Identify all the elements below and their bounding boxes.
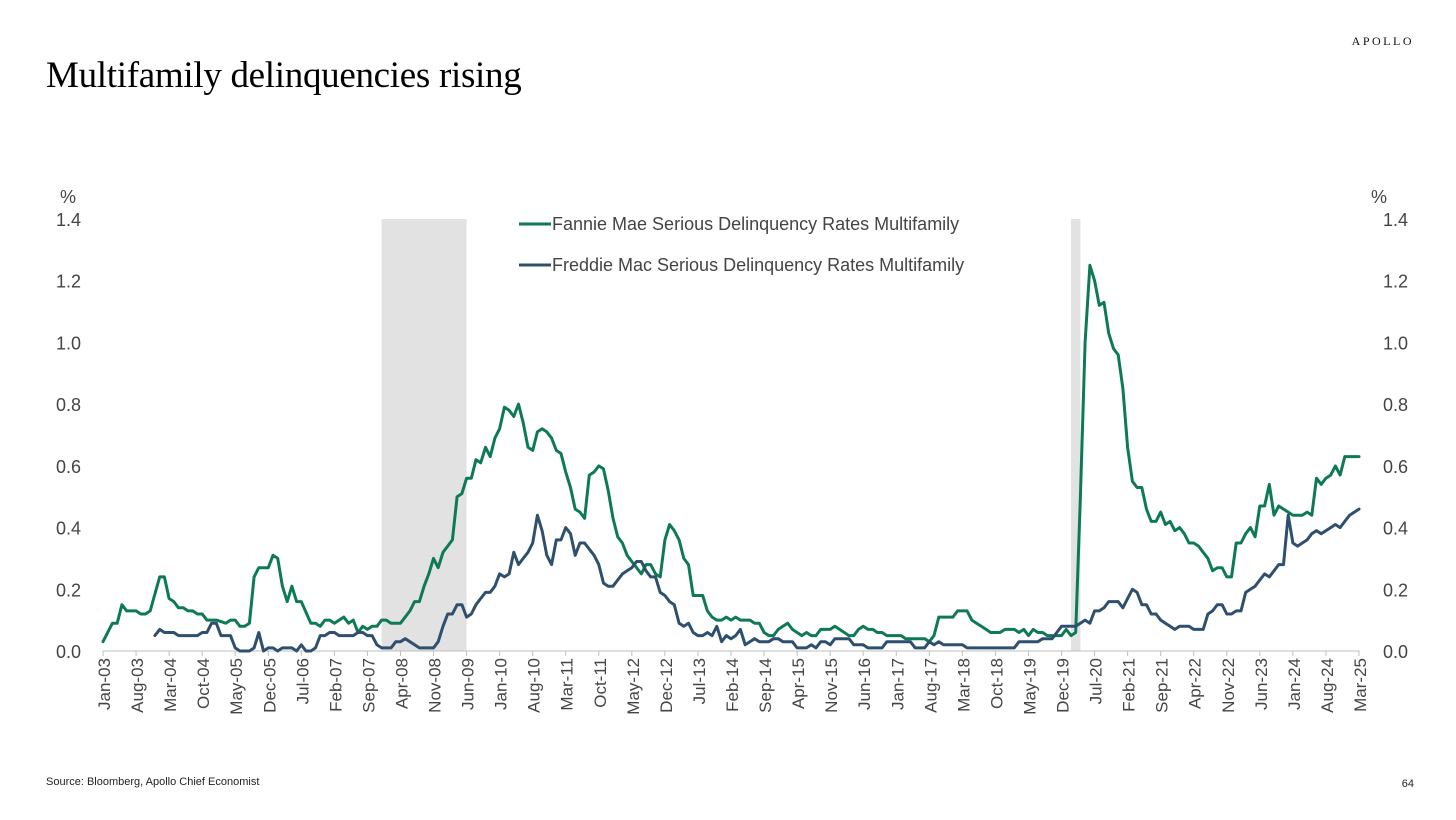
x-tick-label: Apr-22	[1186, 658, 1205, 709]
x-tick-label: Jul-06	[293, 658, 312, 704]
x-tick-label: Jul-13	[690, 658, 709, 704]
y-axis-label-left: %	[60, 187, 76, 207]
recession-band-2	[1070, 219, 1081, 651]
x-tick-label: Mar-18	[954, 658, 973, 712]
y-tick-left: 1.2	[56, 272, 81, 292]
y-tick-left: 0.8	[56, 395, 81, 415]
y-tick-left: 0.4	[56, 519, 81, 539]
x-tick-label: Dec-05	[260, 658, 279, 713]
y-tick-right: 1.4	[1383, 210, 1408, 230]
x-tick-label: Aug-10	[525, 658, 544, 713]
x-tick-label: Oct-18	[987, 658, 1006, 709]
x-tick-label: Nov-08	[426, 658, 445, 713]
source-note: Source: Bloomberg, Apollo Chief Economis…	[46, 776, 260, 788]
x-tick-label: Feb-07	[326, 658, 345, 712]
y-tick-left: 1.4	[56, 210, 81, 230]
chart-axes: 0.0 0.0 0.2 0.2 0.4 0.4 0.6 0.6 0.8 0.8 1.0 1.0 1.2 1…	[56, 187, 1408, 715]
series-line-fannie-mae	[101, 263, 1361, 644]
x-tick-label: Nov-22	[1219, 658, 1238, 713]
x-tick-label: Nov-15	[822, 658, 841, 713]
x-tick-label: Jan-17	[888, 658, 907, 710]
x-tick-label: Dec-12	[657, 658, 676, 713]
brand-logo: APOLLO	[1351, 34, 1414, 48]
x-tick-label: Sep-07	[359, 658, 378, 713]
x-tick-label: Jun-16	[855, 658, 874, 710]
y-tick-left: 0.0	[56, 642, 81, 662]
x-tick-label: Aug-17	[921, 658, 940, 713]
recession-shading	[381, 219, 1081, 651]
x-tick-label: Oct-11	[591, 658, 610, 708]
y-axis-label-right: %	[1371, 187, 1387, 207]
x-tick-label: Jul-20	[1087, 658, 1106, 704]
x-tick-label: Mar-25	[1351, 658, 1370, 712]
y-tick-left: 0.2	[56, 580, 81, 600]
y-tick-right: 1.0	[1383, 333, 1408, 353]
legend-label: Freddie Mac Serious Delinquency Rates Mu…	[552, 255, 964, 275]
x-tick-label: Feb-14	[723, 658, 742, 712]
legend-label: Fannie Mae Serious Delinquency Rates Mul…	[552, 214, 959, 234]
x-tick-label: Apr-08	[392, 658, 411, 709]
x-tick-label: Sep-21	[1153, 658, 1172, 713]
x-tick-label: Jun-23	[1252, 658, 1271, 710]
x-tick-label: May-05	[227, 658, 246, 715]
chart-series	[101, 263, 1361, 653]
page-title: Multifamily delinquencies rising	[46, 55, 522, 96]
y-tick-right: 0.2	[1383, 580, 1408, 600]
y-tick-right: 0.0	[1383, 642, 1408, 662]
x-tick-label: Jan-03	[95, 658, 114, 710]
y-tick-right: 0.8	[1383, 395, 1408, 415]
x-tick-label: Dec-19	[1054, 658, 1073, 713]
y-tick-right: 0.4	[1383, 519, 1408, 539]
x-tick-label: Sep-14	[756, 658, 775, 713]
x-tick-label: Jun-09	[459, 658, 478, 710]
x-tick-label: Aug-03	[128, 658, 147, 713]
x-tick-label: Apr-15	[789, 658, 808, 709]
y-tick-right: 1.2	[1383, 272, 1408, 292]
x-tick-label: Jan-24	[1285, 658, 1304, 710]
y-tick-right: 0.6	[1383, 457, 1408, 477]
y-tick-left: 1.0	[56, 333, 81, 353]
x-tick-label: May-19	[1020, 658, 1039, 715]
x-tick-label: Mar-11	[558, 658, 577, 711]
x-tick-label: Feb-21	[1120, 658, 1139, 712]
page-number: 64	[1401, 778, 1414, 790]
x-tick-label: Jan-10	[492, 658, 511, 710]
recession-band-1	[381, 219, 467, 651]
x-tick-label: Aug-24	[1318, 658, 1337, 713]
series-line-freddie-mac	[153, 507, 1361, 653]
x-tick-label: Oct-04	[194, 658, 213, 709]
chart-legend: Fannie Mae Serious Delinquency Rates Mul…	[519, 214, 964, 275]
x-tick-label: May-12	[624, 658, 643, 715]
x-tick-label: Mar-04	[161, 658, 180, 712]
y-tick-left: 0.6	[56, 457, 81, 477]
